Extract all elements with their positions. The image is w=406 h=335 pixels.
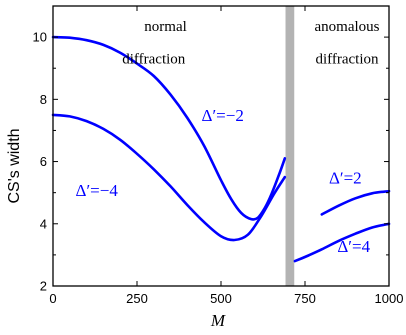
region-label-normal-diffraction: diffraction [122,52,186,68]
series-line-3 [293,222,391,263]
y-tick-label-2: 6 [40,154,47,169]
tick-layer: 0 250 500 750 1000 2 4 6 8 10 [33,6,404,306]
x-tick-label-1: 250 [126,291,148,306]
series-line-1 [51,113,287,242]
series-layer [51,35,391,263]
y-tick-label-3: 8 [40,92,47,107]
curve-label-plus4: Δ′=4 [337,237,370,256]
region-label-anomalous-diffraction: diffraction [315,52,379,68]
curve-label-minus2: Δ′=−2 [202,106,244,125]
x-axis-title: M [210,311,226,330]
series-line-2 [320,189,391,216]
region-label-anomalous: anomalous [315,19,380,35]
y-tick-label-0: 2 [40,279,47,294]
curve-label-plus2: Δ′=2 [329,168,362,187]
x-tick-label-0: 0 [49,291,56,306]
x-tick-label-4: 1000 [375,291,404,306]
shaded-band [285,6,295,286]
curve-label-minus4: Δ′=−4 [76,181,119,200]
y-axis-title: CS's width [6,128,23,203]
y-tick-label-1: 4 [40,216,47,231]
x-tick-label-2: 500 [210,291,232,306]
y-tick-label-4: 10 [33,30,47,45]
x-tick-label-3: 750 [294,291,316,306]
region-label-normal: normal [144,19,187,35]
